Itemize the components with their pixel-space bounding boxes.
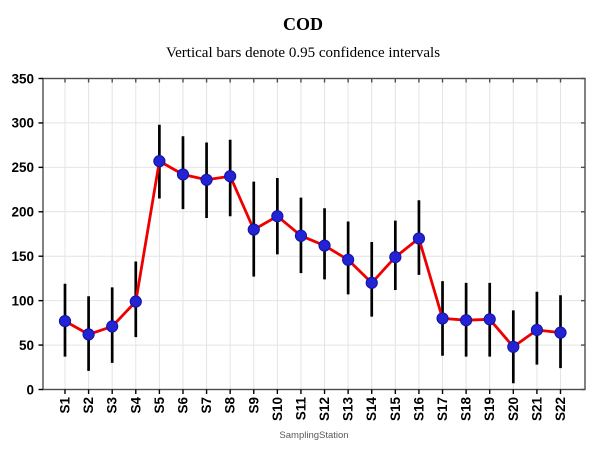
x-tick-label-s12: S12 (317, 397, 332, 421)
data-point-s11 (294, 229, 308, 242)
x-tick-label-s15: S15 (388, 397, 403, 422)
x-axis-label: SamplingStation (279, 430, 348, 441)
grid-lines (43, 78, 585, 390)
y-tick-label: 200 (11, 205, 34, 220)
data-point-s18 (460, 314, 473, 327)
chart-title: COD (283, 14, 323, 34)
x-tick-label-s3: S3 (105, 397, 120, 414)
y-tick-label: 350 (11, 71, 34, 86)
data-point-s20 (507, 340, 520, 353)
plot-border (42, 77, 586, 391)
x-tick-label-s5: S5 (152, 397, 167, 414)
mean-polyline (63, 159, 562, 349)
x-tick-label-s4: S4 (128, 397, 143, 414)
x-tick-label-s2: S2 (81, 397, 96, 414)
data-point-s1 (58, 314, 72, 328)
plot-frame (42, 77, 586, 391)
data-point-s13 (342, 253, 355, 266)
x-tick-label-s21: S21 (529, 397, 544, 422)
data-point-s9 (247, 223, 260, 236)
x-tick-label-s8: S8 (223, 397, 238, 414)
x-tick-label-s7: S7 (199, 397, 214, 414)
data-point-s5 (153, 155, 166, 168)
x-tick-label-s6: S6 (175, 397, 190, 414)
data-point-s7 (200, 173, 213, 186)
data-point-s12 (318, 239, 331, 252)
error-bars (63, 124, 562, 384)
data-point-s15 (389, 251, 402, 264)
y-tick-label: 250 (11, 160, 34, 175)
x-tick-label-s19: S19 (482, 397, 497, 421)
data-point-s22 (554, 326, 567, 339)
data-point-s19 (483, 313, 496, 326)
y-tick-label: 100 (11, 293, 34, 308)
y-tick-label: 150 (11, 249, 34, 264)
x-tick-label-s17: S17 (435, 397, 450, 421)
data-point-s16 (412, 232, 426, 245)
data-point-s8 (224, 170, 237, 183)
data-point-s3 (106, 320, 119, 333)
y-tick-label: 50 (19, 338, 34, 353)
y-tick-label: 0 (26, 382, 34, 397)
x-tick-label-s18: S18 (459, 397, 474, 422)
x-tick-label-s14: S14 (364, 397, 379, 422)
data-point-s6 (176, 168, 190, 181)
data-point-s4 (129, 295, 142, 308)
data-point-s14 (365, 276, 378, 289)
x-tick-labels: S1 S2 S3 S4 S5 S6 S7 S8 S9 S10 S11 S12 S13 S14 S15 S16 S… (58, 397, 569, 422)
axis-ticks (38, 77, 585, 394)
data-point-s21 (530, 323, 544, 337)
data-point-s17 (436, 312, 449, 325)
x-tick-label-s22: S22 (553, 397, 568, 421)
chart-subtitle: Vertical bars denote 0.95 confidence int… (166, 45, 440, 61)
x-tick-label-s20: S20 (506, 397, 521, 421)
y-tick-labels: 0 50 100 150 200 250 300 350 (11, 71, 34, 397)
y-tick-label: 300 (11, 116, 34, 131)
data-point-s10 (271, 210, 284, 223)
x-tick-label-s16: S16 (411, 397, 426, 422)
x-tick-label-s1: S1 (58, 397, 73, 414)
mean-line (63, 159, 562, 349)
x-tick-label-s10: S10 (270, 397, 285, 421)
x-tick-label-s13: S13 (341, 397, 356, 422)
x-tick-label-s9: S9 (246, 397, 261, 414)
x-tick-label-s11: S11 (293, 397, 308, 421)
data-point-s2 (82, 328, 95, 341)
data-points (58, 155, 567, 353)
